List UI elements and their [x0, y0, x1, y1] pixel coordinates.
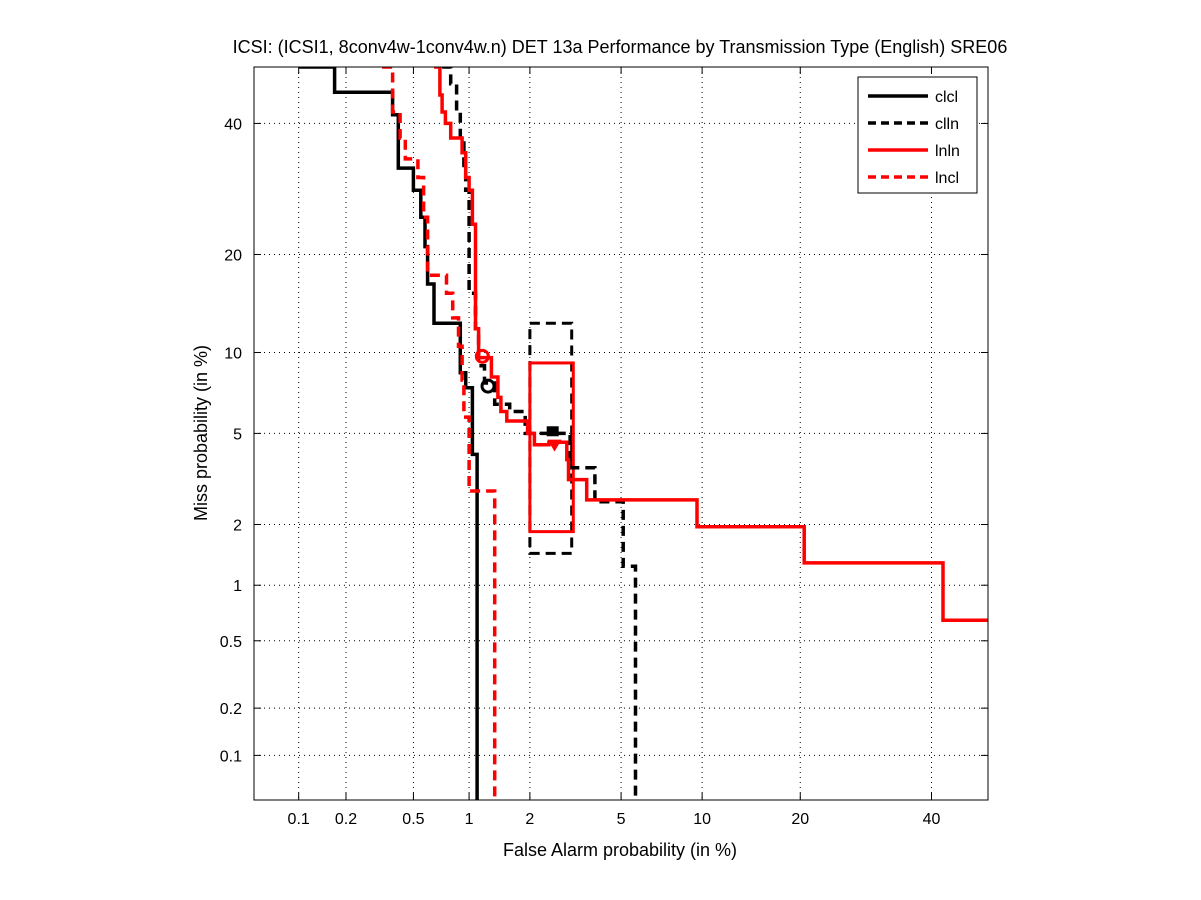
y-tick-label: 10 — [224, 345, 242, 362]
x-tick-label: 2 — [525, 811, 534, 828]
x-tick-label: 0.2 — [335, 811, 357, 828]
y-tick-label: 0.5 — [220, 634, 242, 651]
confidence-box-lnln — [528, 361, 575, 534]
y-tick-label: 2 — [233, 517, 242, 534]
x-tick-label: 20 — [791, 811, 809, 828]
y-tick-label: 5 — [233, 426, 242, 443]
series-line-clcl — [298, 67, 479, 800]
x-tick-label: 0.5 — [402, 811, 424, 828]
x-tick-label: 1 — [465, 811, 474, 828]
x-tick-label: 5 — [617, 811, 626, 828]
legend-label-clcl: clcl — [935, 89, 958, 106]
marker-lnln — [474, 348, 490, 364]
x-axis-ticks: 0.1 0.2 0.5 1 2 5 10 20 40 — [288, 67, 941, 828]
chart-title: ICSI: (ICSI1, 8conv4w-1conv4w.n) DET 13a… — [233, 37, 1008, 57]
y-axis-label: Miss probability (in %) — [191, 345, 211, 521]
x-axis-label: False Alarm probability (in %) — [503, 840, 737, 860]
marker-clln — [546, 426, 559, 437]
markers-group — [474, 348, 562, 452]
series-line-lnln — [434, 67, 988, 623]
x-tick-label: 10 — [693, 811, 711, 828]
y-tick-label: 0.1 — [220, 748, 242, 765]
x-tick-label: 40 — [923, 811, 941, 828]
legend-label-lnln: lnln — [935, 143, 960, 160]
y-tick-label: 1 — [233, 578, 242, 595]
y-tick-label: 40 — [224, 116, 242, 133]
marker-clcl — [480, 378, 496, 394]
y-tick-label: 20 — [224, 247, 242, 264]
series-group — [298, 67, 988, 800]
y-axis-ticks: 0.1 0.2 0.5 1 2 5 10 20 40 — [220, 116, 988, 765]
y-tick-label: 0.2 — [220, 701, 242, 718]
confidence-boxes — [528, 321, 575, 555]
legend-label-lncl: lncl — [935, 170, 959, 187]
legend-label-clln: clln — [935, 116, 959, 133]
x-tick-label: 0.1 — [288, 811, 310, 828]
series-line-clln — [442, 67, 638, 800]
legend: clcl clln lnln lncl — [857, 76, 978, 194]
marker-lncl — [547, 439, 562, 452]
series-line-lncl — [382, 67, 497, 800]
grid-lines — [254, 67, 988, 800]
confidence-box-clln — [528, 321, 574, 555]
